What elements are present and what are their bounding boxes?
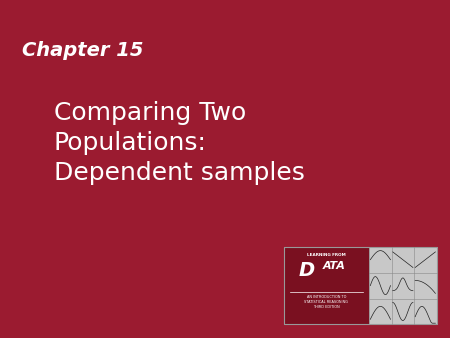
Text: ATA: ATA [323,261,346,271]
FancyBboxPatch shape [369,247,436,324]
Text: AN INTRODUCTION TO
STATISTICAL REASONING
THIRD EDITION: AN INTRODUCTION TO STATISTICAL REASONING… [304,295,348,309]
Text: D: D [299,261,315,280]
FancyBboxPatch shape [284,247,369,324]
Text: Comparing Two
Populations:
Dependent samples: Comparing Two Populations: Dependent sam… [54,101,305,185]
Text: Chapter 15: Chapter 15 [22,41,144,59]
Text: LEARNING FROM: LEARNING FROM [307,253,346,257]
